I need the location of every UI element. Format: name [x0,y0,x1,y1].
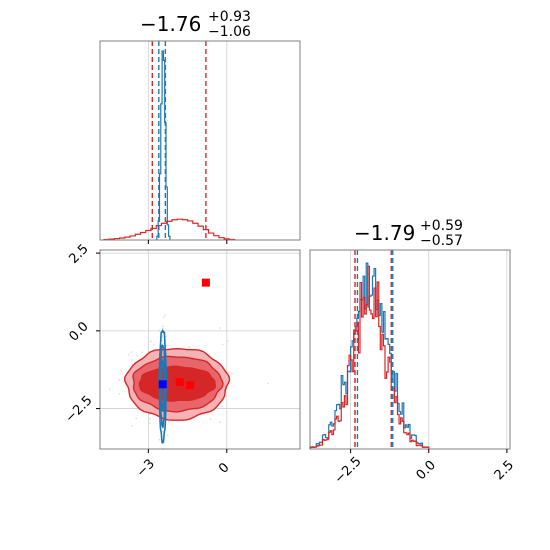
scatter-sample-point-red [219,327,221,329]
scatter-sample-point-red [130,359,133,361]
scatter-y-tick-label: −2.5 [63,393,96,426]
scatter-sample-point-blue [162,427,164,430]
scatter-sample-point-red [130,351,133,353]
scatter-sample-point-red [149,340,152,343]
right-hist-red-series [309,265,430,449]
scatter-sample-point-red [207,413,209,416]
scatter-sample-point-red [188,346,191,348]
top-title-sub: −1.06 [208,24,251,40]
scatter-sample-point-red [136,355,139,357]
scatter-sample-point-blue [162,327,164,330]
right-x-tick-label: −2.5 [332,454,365,487]
scatter-sample-point-blue [163,316,165,318]
red-truth-marker [175,378,184,387]
scatter-sample-point-blue [164,314,166,317]
scatter-sample-point-red [118,393,121,395]
scatter-sample-point-red [109,388,111,391]
top-panel-frame [99,40,301,241]
scatter-sample-point-red [168,467,170,469]
right-histogram-panel: −2.5 0.0 2.5 [309,249,517,487]
top-histogram-panel [99,40,301,244]
right-title-sub: −0.57 [420,233,463,249]
scatter-sample-point-red [148,422,151,425]
scatter-sample-point-red [135,417,138,420]
top-title-main: −1.76 [140,12,201,36]
scatter-sample-point-red [166,434,169,436]
right-x-tick-label: 2.5 [492,458,517,483]
top-title-sup: +0.93 [208,9,251,25]
right-title-main: −1.79 [354,221,415,245]
scatter-sample-point-red [228,371,230,374]
right-x-tick-label: 0.0 [414,458,439,483]
right-panel-frame [309,249,511,450]
blue-truth-marker [158,380,167,389]
scatter-x-tick-label: 0 [216,460,232,476]
scatter-sample-point-red [220,405,223,408]
scatter-sample-point-blue [161,339,164,342]
scatter-sample-point-red [221,343,224,346]
scatter-sample-point-blue [161,336,164,338]
scatter-sample-point-red [118,378,121,381]
scatter-sample-point-red [231,372,233,375]
scatter-sample-point-red [120,369,123,372]
scatter-sample-point-red [131,424,134,427]
scatter-sample-point-red [61,359,63,361]
scatter-sample-point-blue [165,344,168,347]
scatter-sample-point-blue [165,335,168,338]
scatter-sample-point-red [219,421,221,424]
scatter-y-tick-label: 2.5 [66,242,91,267]
right-hist-title: −1.79 [354,221,415,245]
scatter-sample-point-red [152,344,155,346]
right-title-sup: +0.59 [420,218,463,234]
scatter-sample-point-blue [162,342,164,345]
scatter-panel: −3 0 2.5 0.0 −2.5 [61,242,301,481]
scatter-sample-point-red [127,353,130,356]
scatter-sample-point-red [141,351,144,354]
scatter-sample-point-red [209,418,212,421]
scatter-y-tick-label: 0.0 [66,319,91,344]
scatter-sample-point-red [202,413,205,416]
scatter-panel-frame [99,249,301,450]
red-truth-marker [186,381,195,390]
scatter-sample-point-red [149,417,151,420]
red-truth-marker [201,278,210,287]
scatter-sample-point-blue [158,438,161,441]
scatter-inner [61,250,300,469]
scatter-sample-point-blue [161,430,164,433]
scatter-x-tick-label: −3 [134,456,158,480]
scatter-sample-point-red [168,421,171,423]
scatter-sample-point-red [267,382,269,385]
scatter-sample-point-red [226,340,229,342]
scatter-sample-point-blue [162,325,164,327]
top-hist-red-series [103,218,236,241]
top-hist-title: −1.76 [140,12,201,36]
scatter-sample-point-blue [158,329,161,332]
